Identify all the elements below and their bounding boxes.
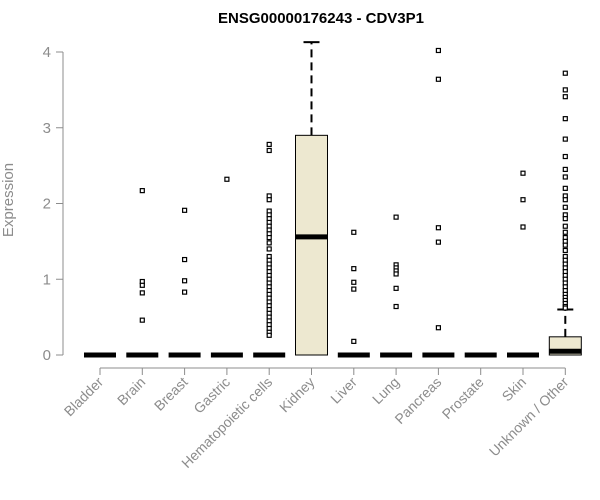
outlier-point — [562, 94, 568, 100]
outlier-point — [351, 338, 357, 344]
outlier-point — [562, 136, 568, 142]
outlier-point — [562, 229, 568, 235]
outlier-point — [266, 141, 272, 148]
outlier-point — [562, 116, 568, 122]
outlier-point — [393, 214, 399, 220]
x-tick-label: Breast — [151, 374, 191, 414]
outlier-point — [435, 225, 441, 231]
box-group — [295, 41, 328, 356]
box-group — [337, 229, 370, 358]
outlier-point — [562, 223, 568, 229]
outlier-point — [266, 197, 272, 203]
outlier-point — [562, 166, 568, 173]
y-tick-label: 3 — [43, 120, 51, 137]
outlier-point — [266, 147, 272, 154]
x-tick-label: Unknown / Other — [486, 374, 572, 460]
outlier-point — [520, 170, 526, 176]
outlier-point — [182, 256, 188, 263]
outlier-point — [266, 332, 272, 338]
outlier-point — [562, 174, 568, 180]
outlier-point — [562, 204, 568, 210]
box-iqr — [295, 134, 328, 356]
box-group — [507, 170, 539, 358]
outlier-point — [562, 242, 568, 248]
box-group — [168, 207, 201, 358]
outlier-point — [562, 216, 568, 222]
outlier-point — [562, 197, 568, 203]
outlier-point — [139, 290, 145, 296]
outlier-point — [435, 47, 441, 54]
outlier-point — [520, 197, 526, 203]
outlier-point — [351, 229, 357, 235]
outlier-point — [266, 240, 272, 246]
outlier-point — [139, 317, 145, 323]
outlier-point — [182, 278, 188, 284]
outlier-point — [266, 246, 272, 252]
box-group — [422, 47, 455, 358]
outlier-point — [435, 325, 441, 331]
box-group — [380, 214, 413, 358]
outlier-point — [562, 247, 568, 254]
outlier-point — [393, 285, 399, 291]
y-tick-label: 1 — [43, 271, 51, 288]
outlier-point — [562, 87, 568, 93]
outlier-point — [435, 239, 441, 245]
outlier-point — [393, 271, 399, 277]
x-tick-label: Brain — [114, 374, 148, 408]
outlier-point — [393, 303, 399, 310]
box-group — [126, 188, 159, 358]
outlier-point — [520, 224, 526, 230]
x-tick-label: Bladder — [61, 374, 107, 420]
outlier-point — [266, 234, 272, 241]
outlier-point — [182, 207, 188, 213]
outlier-point — [351, 266, 357, 272]
x-tick-label: Kidney — [276, 374, 318, 416]
chart-title: ENSG00000176243 - CDV3P1 — [218, 10, 424, 27]
outlier-point — [351, 279, 357, 285]
x-tick-label: Liver — [327, 374, 360, 407]
outlier-point — [562, 185, 568, 191]
outlier-point — [351, 286, 357, 292]
y-tick-label: 0 — [43, 347, 51, 364]
x-tick-label: Skin — [499, 374, 530, 405]
outlier-point — [139, 188, 145, 194]
boxes-layer — [84, 41, 582, 358]
outlier-point — [435, 76, 441, 82]
x-tick-label: Lung — [369, 374, 402, 407]
outlier-point — [224, 176, 230, 182]
y-axis-label: Expression — [0, 163, 17, 237]
x-tick-label: Pancreas — [391, 374, 444, 427]
outlier-point — [562, 70, 568, 76]
outlier-point — [562, 305, 568, 311]
y-tick-label: 4 — [43, 44, 51, 61]
outlier-point — [139, 282, 145, 288]
box-group — [210, 176, 243, 358]
outlier-point — [182, 289, 188, 295]
y-tick-label: 2 — [43, 196, 51, 213]
box-group — [253, 141, 286, 358]
y-axis: 0 1 2 3 4 — [43, 44, 64, 364]
box-group — [548, 70, 582, 356]
outlier-point — [562, 153, 568, 160]
x-tick-label: Prostate — [439, 374, 487, 422]
